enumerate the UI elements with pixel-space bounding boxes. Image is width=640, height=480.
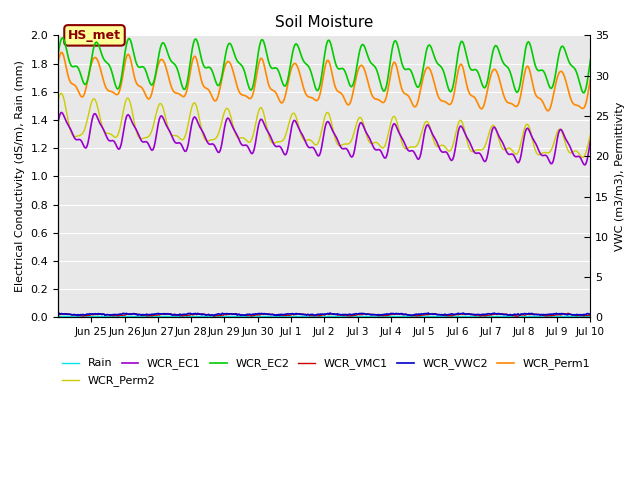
Y-axis label: VWC (m3/m3), Permittivity: VWC (m3/m3), Permittivity bbox=[615, 102, 625, 251]
Title: Soil Moisture: Soil Moisture bbox=[275, 15, 373, 30]
Y-axis label: Electrical Conductivity (dS/m), Rain (mm): Electrical Conductivity (dS/m), Rain (mm… bbox=[15, 60, 25, 292]
Legend: WCR_Perm2: WCR_Perm2 bbox=[58, 371, 160, 391]
Text: HS_met: HS_met bbox=[68, 29, 121, 42]
